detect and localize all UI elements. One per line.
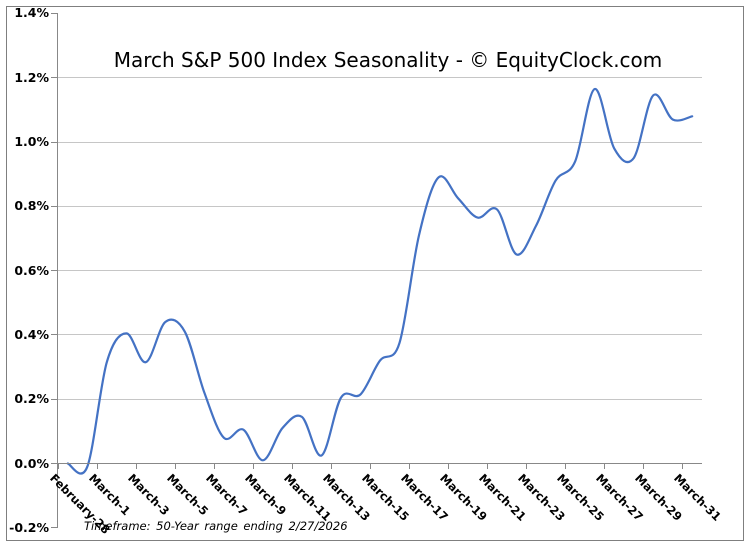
y-axis-tick [51,77,57,79]
gridline [58,205,702,207]
y-axis-tick-label: 1.4% [14,5,49,21]
gridline [58,334,702,336]
y-axis-tick [51,205,57,207]
y-axis-tick-label: 1.2% [14,69,49,85]
x-axis-line [58,463,702,464]
x-axis-tick [97,463,99,469]
x-axis-tick [175,463,177,469]
y-axis-tick [51,270,57,272]
y-axis-tick [51,141,57,143]
y-axis-tick-label: 1.0% [14,134,49,149]
x-axis-tick [487,463,489,469]
x-axis-tick [136,463,138,469]
x-axis-tick [409,463,411,469]
x-axis-tick [604,463,606,469]
y-axis-tick-label: 0.0% [14,455,49,471]
x-axis-tick [370,463,372,469]
y-axis-line [57,13,58,528]
chart-border-frame [6,6,744,541]
x-axis-tick [448,463,450,469]
x-axis-tick [565,463,567,469]
x-axis-tick [526,463,528,469]
y-axis-tick [51,463,57,464]
gridline [58,77,702,79]
seasonality-line [66,87,694,475]
x-axis-tick [253,463,255,469]
y-axis-tick-label: 0.6% [14,262,49,278]
x-axis-tick [58,463,59,469]
x-axis-tick [214,463,216,469]
y-axis-tick-label: -0.2% [9,519,49,535]
y-axis-tick-label: 0.8% [14,198,49,214]
y-axis-tick-label: 0.2% [14,391,49,407]
chart-title: March S&P 500 Index Seasonality - © Equi… [113,48,663,72]
y-axis-tick [51,398,57,400]
x-axis-tick [643,463,645,469]
y-axis-tick [51,527,57,529]
x-axis-tick [292,463,294,469]
y-axis-tick [51,334,57,336]
timeframe-note: Timeframe: 50-Year range ending 2/27/202… [84,519,348,533]
gridline [58,398,702,400]
gridline [58,270,702,272]
gridline [58,141,702,143]
y-axis-tick [51,12,57,14]
y-axis-tick-label: 0.4% [14,326,49,342]
x-axis-tick [331,463,333,469]
x-axis-tick [682,463,684,469]
